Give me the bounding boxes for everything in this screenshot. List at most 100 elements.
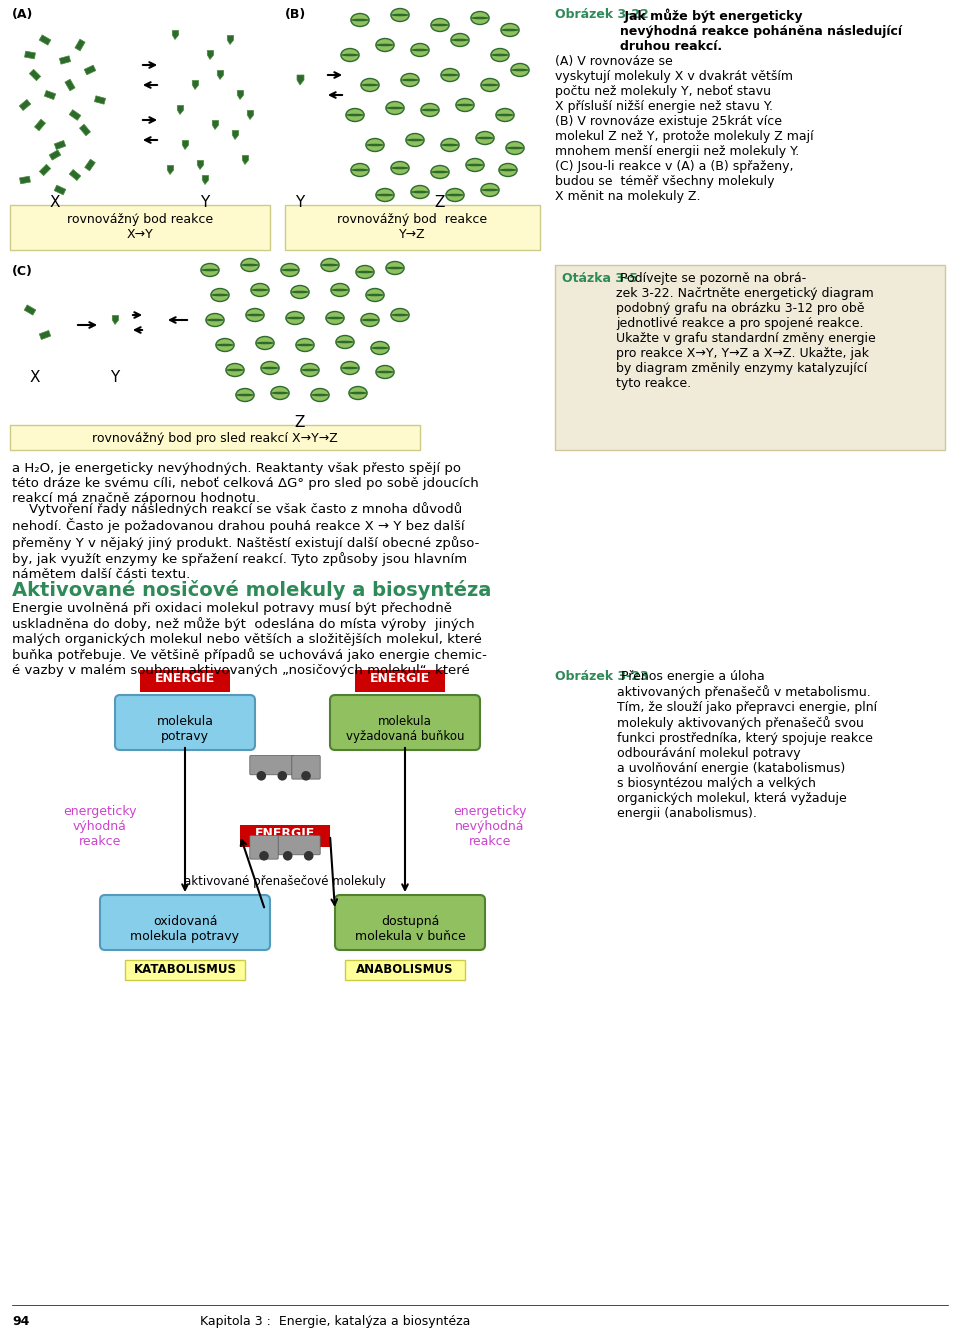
Circle shape: [283, 850, 293, 861]
Text: KATABOLISMUS: KATABOLISMUS: [133, 963, 236, 976]
Text: molekula
potravy: molekula potravy: [156, 716, 213, 744]
FancyBboxPatch shape: [115, 696, 255, 750]
Text: (A) V rovnováze se
vyskytují molekuly X v dvakrát větším
počtu než molekuly Y, n: (A) V rovnováze se vyskytují molekuly X …: [555, 55, 814, 203]
Bar: [39, 164, 51, 176]
Bar: [75, 39, 85, 51]
Polygon shape: [242, 155, 249, 164]
Circle shape: [277, 772, 287, 781]
Polygon shape: [167, 166, 174, 175]
Ellipse shape: [376, 366, 395, 379]
Ellipse shape: [296, 339, 314, 351]
Ellipse shape: [406, 139, 424, 142]
Bar: [24, 304, 36, 315]
Text: Aktivované nosičové molekuly a biosyntéza: Aktivované nosičové molekuly a biosyntéz…: [12, 579, 492, 599]
Ellipse shape: [281, 263, 300, 276]
Ellipse shape: [376, 39, 395, 52]
FancyBboxPatch shape: [335, 894, 485, 951]
Ellipse shape: [246, 314, 264, 316]
Ellipse shape: [321, 259, 339, 271]
Text: ENERGIE: ENERGIE: [254, 826, 315, 840]
Ellipse shape: [511, 68, 529, 71]
Circle shape: [301, 772, 311, 781]
Ellipse shape: [431, 24, 449, 27]
Ellipse shape: [281, 268, 300, 271]
Ellipse shape: [201, 263, 219, 276]
Ellipse shape: [241, 264, 259, 266]
Polygon shape: [297, 75, 304, 85]
Ellipse shape: [491, 48, 509, 61]
Polygon shape: [228, 36, 233, 44]
Ellipse shape: [311, 394, 329, 396]
Polygon shape: [248, 111, 253, 120]
Ellipse shape: [351, 19, 369, 21]
FancyBboxPatch shape: [330, 696, 480, 750]
Bar: [39, 35, 51, 45]
Ellipse shape: [361, 314, 379, 327]
Ellipse shape: [300, 363, 319, 376]
Ellipse shape: [366, 139, 384, 151]
Ellipse shape: [256, 336, 275, 350]
Ellipse shape: [431, 171, 449, 174]
Ellipse shape: [205, 319, 224, 322]
Ellipse shape: [341, 362, 359, 375]
Ellipse shape: [411, 44, 429, 56]
Ellipse shape: [366, 294, 384, 296]
Ellipse shape: [376, 188, 395, 202]
Text: dostupná
molekula v buňce: dostupná molekula v buňce: [354, 914, 466, 943]
Ellipse shape: [445, 188, 464, 202]
Text: Y: Y: [201, 195, 209, 210]
Ellipse shape: [481, 183, 499, 196]
Ellipse shape: [341, 367, 359, 370]
Ellipse shape: [371, 347, 389, 350]
Ellipse shape: [506, 147, 524, 150]
Ellipse shape: [445, 194, 464, 196]
Ellipse shape: [246, 308, 264, 322]
Ellipse shape: [471, 17, 489, 19]
Ellipse shape: [348, 387, 367, 399]
Ellipse shape: [311, 388, 329, 402]
Bar: [140, 670, 230, 692]
Ellipse shape: [351, 163, 369, 176]
FancyBboxPatch shape: [250, 836, 278, 860]
Ellipse shape: [401, 73, 420, 87]
Ellipse shape: [261, 362, 279, 375]
Bar: [69, 109, 81, 120]
Text: X→Y: X→Y: [127, 228, 154, 242]
Polygon shape: [178, 105, 183, 115]
Ellipse shape: [420, 108, 439, 111]
Ellipse shape: [501, 24, 519, 36]
Polygon shape: [217, 71, 224, 80]
Ellipse shape: [216, 339, 234, 351]
Ellipse shape: [325, 311, 344, 324]
Text: energeticky
výhodná
reakce: energeticky výhodná reakce: [63, 805, 136, 848]
Polygon shape: [207, 51, 213, 60]
Bar: [10, 425, 420, 450]
Ellipse shape: [261, 367, 279, 370]
Polygon shape: [182, 140, 188, 150]
Text: energeticky
nevýhodná
reakce: energeticky nevýhodná reakce: [453, 805, 527, 848]
Text: oxidovaná
molekula potravy: oxidovaná molekula potravy: [131, 914, 239, 943]
Ellipse shape: [456, 104, 474, 107]
Ellipse shape: [271, 391, 289, 394]
Ellipse shape: [205, 314, 224, 327]
Polygon shape: [237, 91, 244, 100]
Ellipse shape: [361, 84, 379, 87]
Text: Kapitola 3 :  Energie, katalýza a biosyntéza: Kapitola 3 : Energie, katalýza a biosynt…: [200, 1315, 470, 1328]
Ellipse shape: [376, 44, 395, 47]
Polygon shape: [232, 131, 239, 139]
Polygon shape: [172, 31, 179, 40]
Ellipse shape: [361, 79, 379, 92]
Bar: [19, 176, 31, 184]
Text: Y: Y: [110, 370, 120, 384]
Ellipse shape: [201, 268, 219, 271]
Ellipse shape: [441, 73, 459, 76]
Ellipse shape: [466, 164, 484, 167]
Bar: [65, 79, 75, 91]
Bar: [345, 960, 465, 980]
FancyBboxPatch shape: [250, 756, 294, 774]
Ellipse shape: [226, 368, 244, 371]
Ellipse shape: [211, 294, 229, 296]
Text: Y: Y: [296, 195, 304, 210]
Ellipse shape: [476, 132, 494, 144]
Ellipse shape: [481, 84, 499, 87]
